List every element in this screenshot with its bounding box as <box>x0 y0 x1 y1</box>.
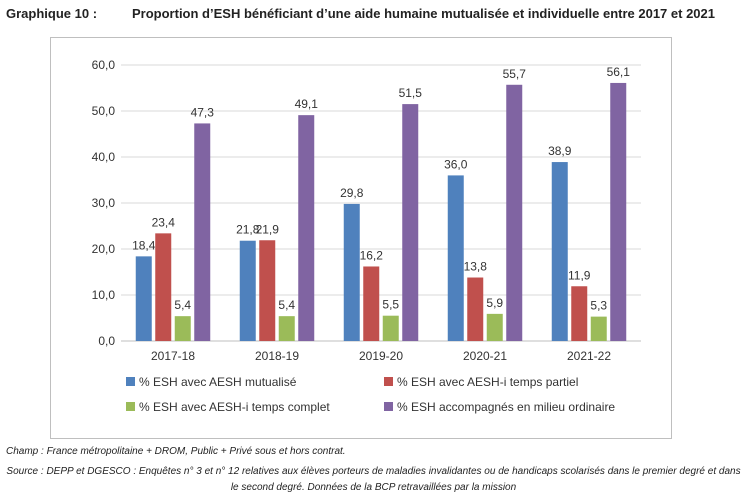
bar <box>259 240 276 341</box>
data-label: 18,4 <box>132 238 156 252</box>
bar <box>135 256 152 341</box>
bar <box>571 286 588 341</box>
scope-note: Champ : France métropolitaine + DROM, Pu… <box>6 446 346 457</box>
data-label: 36,0 <box>444 157 468 171</box>
legend-label: % ESH avec AESH-i temps complet <box>139 400 330 414</box>
data-label: 29,8 <box>340 186 364 200</box>
data-label: 5,4 <box>278 298 295 312</box>
bar <box>298 115 315 341</box>
data-label: 38,9 <box>548 144 572 158</box>
bar <box>382 315 399 341</box>
data-label: 51,5 <box>399 86 423 100</box>
data-label: 21,9 <box>256 222 280 236</box>
bar-chart: 0,0 10,0 20,0 30,0 40,0 50,0 60,0 18,4 23,4 5,4 47… <box>92 58 641 414</box>
source-note: Source : DEPP et DGESCO : Enquêtes n° 3 … <box>6 466 741 493</box>
bar <box>343 203 360 341</box>
legend-swatch <box>384 377 393 386</box>
data-label: 5,9 <box>486 296 503 310</box>
bar <box>239 240 256 341</box>
data-label: 55,7 <box>503 67 527 81</box>
figure-title-row: Graphique 10 : Proportion d’ESH bénéfici… <box>6 6 741 26</box>
data-label: 5,3 <box>590 299 607 313</box>
bar <box>155 233 172 341</box>
x-tick-label: 2019-20 <box>359 349 403 363</box>
legend-label: % ESH avec AESH mutualisé <box>139 375 297 389</box>
x-tick-label: 2021-22 <box>567 349 611 363</box>
bar <box>278 316 295 341</box>
data-label: 5,5 <box>382 298 399 312</box>
bar <box>610 82 627 341</box>
y-tick-label: 20,0 <box>92 242 116 256</box>
figure-title: Proportion d’ESH bénéficiant d’une aide … <box>132 6 715 21</box>
y-tick-label: 60,0 <box>92 58 116 72</box>
legend-swatch <box>126 402 135 411</box>
y-tick-label: 10,0 <box>92 288 116 302</box>
bar <box>447 175 464 341</box>
bar <box>194 123 211 341</box>
bar <box>467 277 484 341</box>
y-tick-label: 40,0 <box>92 150 116 164</box>
y-tick-label: 50,0 <box>92 104 116 118</box>
x-tick-label: 2018-19 <box>255 349 299 363</box>
legend-label: % ESH avec AESH-i temps partiel <box>397 375 578 389</box>
data-label: 56,1 <box>607 65 631 79</box>
y-tick-label: 30,0 <box>92 196 116 210</box>
bar <box>486 313 503 341</box>
data-label: 47,3 <box>191 105 215 119</box>
bar <box>402 104 419 341</box>
x-tick-label: 2020-21 <box>463 349 507 363</box>
x-tick-label: 2017-18 <box>151 349 195 363</box>
bar <box>506 84 523 341</box>
bar <box>174 316 191 341</box>
bar <box>363 266 380 341</box>
chart-area: 0,0 10,0 20,0 30,0 40,0 50,0 60,0 18,4 23,4 5,4 47… <box>50 37 672 439</box>
y-tick-label: 0,0 <box>98 334 115 348</box>
bar <box>590 316 607 341</box>
legend-swatch <box>384 402 393 411</box>
figure-label: Graphique 10 : <box>6 6 98 21</box>
data-label: 23,4 <box>152 215 176 229</box>
legend-swatch <box>126 377 135 386</box>
bar <box>551 162 568 341</box>
data-label: 5,4 <box>174 298 191 312</box>
data-label: 21,8 <box>236 223 260 237</box>
data-label: 13,8 <box>464 260 488 274</box>
legend-label: % ESH accompagnés en milieu ordinaire <box>397 400 615 414</box>
data-label: 16,2 <box>360 248 384 262</box>
data-label: 49,1 <box>295 97 319 111</box>
data-label: 11,9 <box>568 268 591 282</box>
